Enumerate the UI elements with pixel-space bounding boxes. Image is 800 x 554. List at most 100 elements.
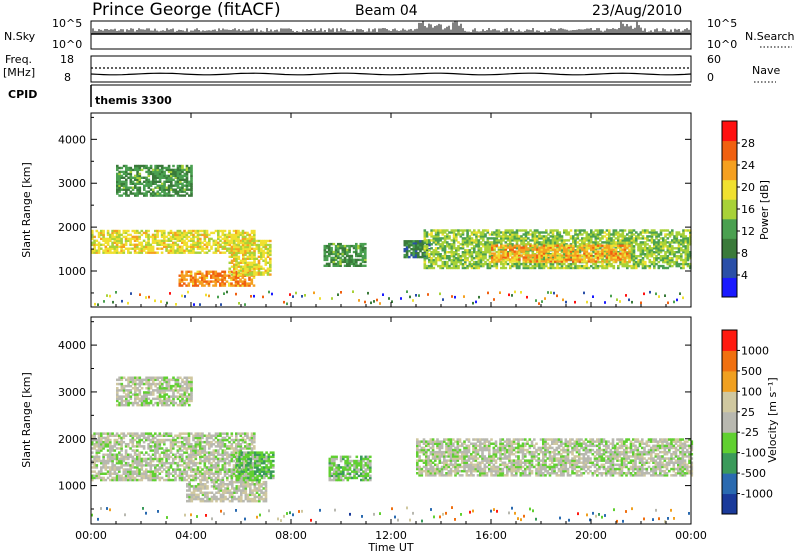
power-cell — [614, 258, 618, 261]
power-cell — [493, 246, 496, 249]
power-cell — [655, 235, 658, 238]
power-cell — [522, 256, 526, 259]
power-cell — [484, 247, 487, 250]
velocity-cell — [183, 472, 186, 475]
power-cell — [664, 260, 667, 264]
power-cell — [161, 174, 164, 178]
velocity-cell — [111, 449, 114, 452]
power-cell — [531, 260, 535, 264]
power-cell — [596, 266, 600, 270]
power-cell — [142, 231, 146, 235]
power-cell — [337, 293, 339, 296]
power-cell — [133, 247, 137, 250]
power-cell — [461, 245, 465, 248]
velocity-cell — [97, 472, 101, 475]
power-cell — [649, 290, 651, 294]
power-cell — [357, 246, 360, 250]
power-cell — [248, 243, 252, 246]
power-cell — [237, 273, 241, 276]
power-cell — [563, 231, 566, 234]
power-cell — [621, 262, 625, 266]
velocity-cell — [131, 461, 135, 465]
power-cell — [554, 250, 557, 253]
power-cell — [475, 253, 478, 256]
power-cell — [466, 235, 469, 238]
power-cell — [348, 258, 351, 262]
velocity-cell — [109, 478, 112, 482]
power-cell — [468, 239, 472, 242]
velocity-cell — [185, 466, 189, 469]
velocity-cell — [163, 464, 166, 467]
power-cell — [203, 251, 207, 254]
power-cell — [188, 168, 191, 172]
power-cell — [513, 233, 517, 236]
velocity-cells — [91, 376, 694, 523]
power-cell — [466, 239, 469, 242]
power-cell — [522, 258, 526, 261]
power-cell — [330, 260, 333, 264]
velocity-cell — [178, 472, 182, 475]
power-cell — [364, 264, 367, 267]
velocity-cell — [115, 443, 119, 446]
power-cell — [125, 192, 128, 195]
power-cell — [623, 237, 627, 240]
power-cell — [178, 233, 182, 237]
power-cell — [97, 249, 101, 252]
power-cell — [605, 237, 609, 240]
power-cell — [540, 245, 544, 248]
power-cell — [533, 266, 537, 270]
power-cell — [657, 251, 661, 254]
power-cell — [592, 246, 595, 249]
power-cell — [142, 239, 146, 242]
power-cell — [169, 251, 173, 254]
power-cell — [340, 291, 342, 294]
power-cell — [223, 233, 227, 237]
power-cell — [185, 174, 189, 178]
power-cell — [626, 262, 629, 266]
power-cell — [174, 180, 178, 183]
power-cell — [163, 166, 166, 170]
power-cell — [504, 235, 508, 238]
velocity-cell — [181, 476, 184, 480]
power-cell — [513, 252, 517, 255]
power-cell — [594, 266, 598, 270]
power-cell — [535, 299, 537, 302]
velocity-cell — [151, 464, 155, 467]
velocity-cell — [163, 468, 166, 471]
power-cell — [628, 298, 630, 302]
power-cell — [134, 192, 137, 195]
power-cell — [243, 282, 247, 285]
power-cell — [601, 250, 604, 253]
power-cell — [635, 257, 638, 260]
power-cell — [574, 249, 577, 252]
power-cell — [172, 188, 175, 191]
power-cell — [612, 244, 616, 247]
power-cell — [325, 246, 329, 250]
velocity-cell — [176, 455, 180, 459]
power-cell — [185, 180, 189, 183]
power-cell — [459, 229, 463, 232]
velocity-cell — [183, 478, 186, 482]
power-cell — [623, 241, 627, 244]
velocity-cell — [115, 440, 119, 444]
velocity-cell — [172, 457, 175, 461]
velocity-cell — [109, 451, 112, 454]
power-cell — [502, 256, 505, 259]
power-cell — [470, 257, 474, 260]
velocity-cell — [124, 470, 128, 473]
power-cell — [239, 241, 243, 245]
power-cell — [664, 233, 667, 236]
velocity-cell — [93, 461, 96, 465]
power-cell — [154, 229, 157, 233]
power-cell — [565, 252, 568, 255]
power-cell — [208, 237, 211, 241]
power-cell — [165, 178, 169, 181]
power-cell — [515, 260, 519, 263]
power-colorbar-swatch — [722, 257, 737, 278]
power-cell — [493, 249, 496, 252]
power-cell — [253, 235, 256, 239]
power-cell — [295, 291, 297, 295]
power-cell — [181, 194, 184, 197]
power-cell — [448, 258, 451, 262]
power-cell — [466, 249, 469, 252]
